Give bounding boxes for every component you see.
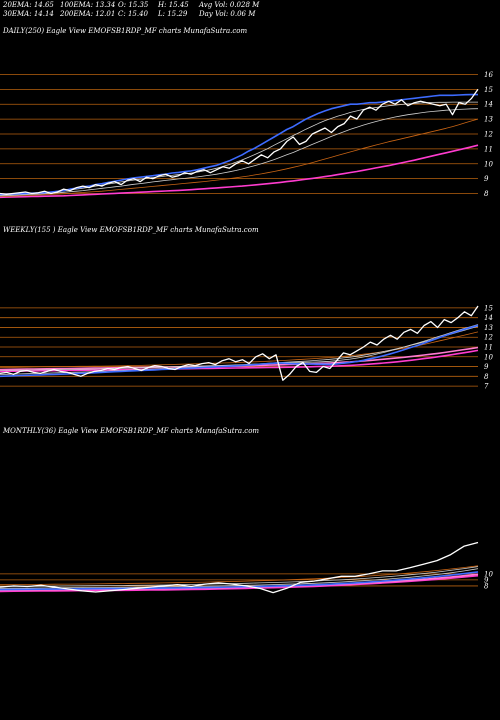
weekly-chart-title: WEEKLY(155 ) Eagle View EMOFSB1RDP_MF ch… bbox=[3, 226, 259, 234]
daily-y-tick-label: 15 bbox=[484, 86, 493, 94]
monthly-ema-orange-line bbox=[0, 565, 479, 586]
weekly-ema-200-line bbox=[0, 349, 479, 373]
monthly-ema-mid2-line bbox=[0, 566, 479, 587]
indicator-header: 20EMA: 14.65 100EMA: 13.34 O: 15.35 H: 1… bbox=[0, 0, 500, 20]
daily-y-tick-label: 14 bbox=[484, 101, 493, 109]
weekly-chart-panel: WEEKLY(155 ) Eagle View EMOFSB1RDP_MF ch… bbox=[0, 226, 493, 391]
ema20-readout: 20EMA: 14.65 bbox=[3, 1, 54, 9]
daily-y-tick-label: 12 bbox=[484, 131, 493, 139]
daily-y-tick-label: 9 bbox=[484, 175, 489, 183]
low-readout: L: 15.29 bbox=[158, 10, 188, 18]
day-vol-readout: Day Vol: 0.06 M bbox=[199, 10, 256, 18]
daily-chart-panel: DAILY(250) Eagle View EMOFSB1RDP_MF char… bbox=[0, 27, 493, 199]
daily-y-tick-label: 8 bbox=[484, 190, 489, 198]
monthly-y-tick-label: 10 bbox=[484, 570, 493, 578]
ema30-readout: 30EMA: 14.14 bbox=[3, 10, 54, 18]
daily-ema30-line bbox=[0, 101, 478, 196]
weekly-y-tick-label: 7 bbox=[484, 383, 489, 391]
monthly-chart-panel: MONTHLY(36) Eagle View EMOFSB1RDP_MF cha… bbox=[0, 427, 493, 594]
ema100-readout: 100EMA: 13.34 bbox=[60, 1, 116, 9]
daily-y-tick-label: 13 bbox=[484, 116, 493, 124]
daily-ema20-line bbox=[0, 93, 478, 196]
weekly-ema-fast-line bbox=[0, 324, 479, 378]
weekly-y-tick-label: 10 bbox=[484, 353, 493, 361]
daily-y-tick-label: 11 bbox=[484, 145, 493, 153]
daily-ema100-line bbox=[0, 118, 479, 197]
weekly-ema-orange-line bbox=[0, 331, 479, 368]
ema200-readout: 200EMA: 12.01 bbox=[60, 10, 116, 18]
daily-ema200-line bbox=[0, 144, 479, 199]
weekly-price-line bbox=[0, 305, 479, 381]
monthly-ema-fast-line bbox=[0, 571, 479, 591]
monthly-price-line bbox=[0, 541, 479, 594]
open-readout: O: 15.35 bbox=[118, 1, 149, 9]
daily-y-tick-label: 10 bbox=[484, 160, 493, 168]
weekly-y-tick-label: 13 bbox=[484, 324, 493, 332]
weekly-y-tick-label: 11 bbox=[484, 344, 493, 352]
weekly-y-tick-label: 12 bbox=[484, 334, 493, 342]
daily-y-tick-label: 16 bbox=[484, 71, 493, 79]
monthly-chart-title: MONTHLY(36) Eagle View EMOFSB1RDP_MF cha… bbox=[2, 427, 259, 435]
weekly-y-tick-label: 14 bbox=[484, 314, 493, 322]
monthly-y-tick-label: 9 bbox=[484, 576, 489, 584]
high-readout: H: 15.45 bbox=[158, 1, 189, 9]
weekly-y-tick-label: 9 bbox=[484, 363, 489, 371]
daily-chart-title: DAILY(250) Eagle View EMOFSB1RDP_MF char… bbox=[2, 27, 248, 35]
monthly-y-tick-label: 8 bbox=[484, 582, 489, 590]
weekly-y-tick-label: 15 bbox=[484, 304, 493, 312]
daily-price-line bbox=[0, 88, 479, 195]
weekly-y-tick-label: 8 bbox=[484, 373, 489, 381]
daily-ema50-line bbox=[0, 108, 479, 197]
close-readout: C: 15.40 bbox=[118, 10, 148, 18]
avg-vol-readout: Avg Vol: 0.028 M bbox=[199, 1, 260, 9]
